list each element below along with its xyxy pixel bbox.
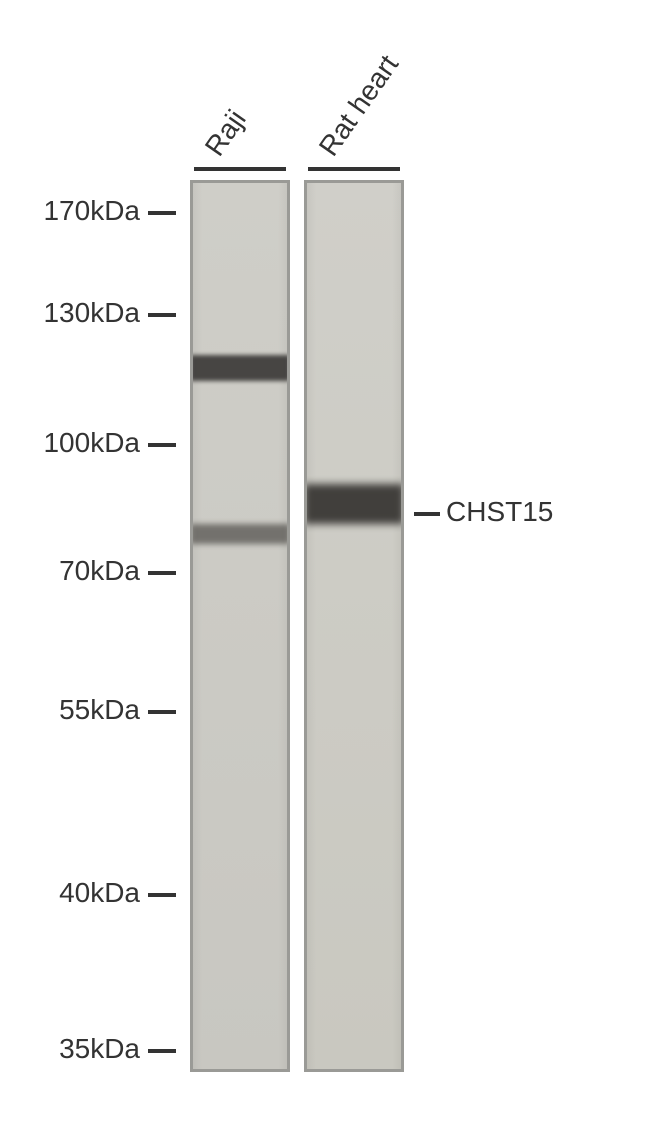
lane-header-bar-0 <box>194 167 286 171</box>
mw-tick-4 <box>148 710 176 714</box>
band-0-0 <box>190 355 290 381</box>
lane-header-bar-1 <box>308 167 400 171</box>
lane-1 <box>304 180 404 1072</box>
mw-label-4: 55kDa <box>20 694 140 726</box>
mw-label-3: 70kDa <box>20 555 140 587</box>
mw-label-6: 35kDa <box>20 1033 140 1065</box>
figure-stage: { "canvas": { "width": 650, "height": 11… <box>0 0 650 1121</box>
lane-shade-0 <box>190 180 290 1072</box>
mw-tick-1 <box>148 313 176 317</box>
target-label: CHST15 <box>446 496 553 528</box>
lane-0 <box>190 180 290 1072</box>
mw-tick-2 <box>148 443 176 447</box>
mw-tick-6 <box>148 1049 176 1053</box>
mw-label-5: 40kDa <box>20 877 140 909</box>
band-0-1 <box>190 524 290 544</box>
mw-tick-3 <box>148 571 176 575</box>
mw-label-2: 100kDa <box>20 427 140 459</box>
mw-label-0: 170kDa <box>20 195 140 227</box>
lane-label-0: Raji <box>199 104 253 162</box>
mw-tick-5 <box>148 893 176 897</box>
lane-label-1: Rat heart <box>313 49 405 162</box>
band-1-0 <box>304 484 404 524</box>
mw-tick-0 <box>148 211 176 215</box>
lane-shade-1 <box>304 180 404 1072</box>
target-tick <box>414 512 440 516</box>
mw-label-1: 130kDa <box>20 297 140 329</box>
